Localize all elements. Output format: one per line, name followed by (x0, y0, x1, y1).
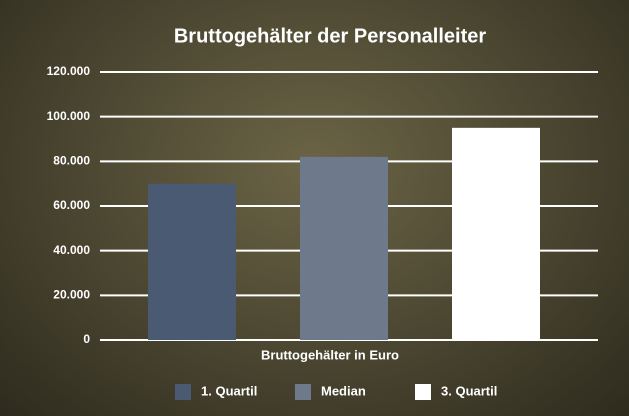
legend-swatch (295, 384, 311, 400)
legend-swatch (415, 384, 431, 400)
legend-label: Median (321, 383, 366, 398)
legend-label: 1. Quartil (201, 383, 257, 398)
bar (452, 128, 540, 340)
x-axis-label: Bruttogehälter in Euro (261, 347, 399, 362)
chart-title: Bruttogehälter der Personalleiter (174, 25, 487, 47)
y-tick-label: 40.000 (53, 243, 90, 257)
bar (300, 157, 388, 340)
chart: Bruttogehälter der Personalleiter Brutto… (0, 0, 629, 416)
y-tick-label: 80.000 (53, 154, 90, 168)
y-tick-label: 20.000 (53, 288, 90, 302)
y-tick-label: 0 (83, 332, 90, 346)
legend-label: 3. Quartil (441, 383, 497, 398)
y-tick-label: 120.000 (47, 64, 91, 78)
bar (148, 184, 236, 340)
y-tick-label: 60.000 (53, 198, 90, 212)
page: Bruttogehälter der Personalleiter Brutto… (0, 0, 629, 416)
legend-swatch (175, 384, 191, 400)
y-tick-label: 100.000 (47, 109, 91, 123)
